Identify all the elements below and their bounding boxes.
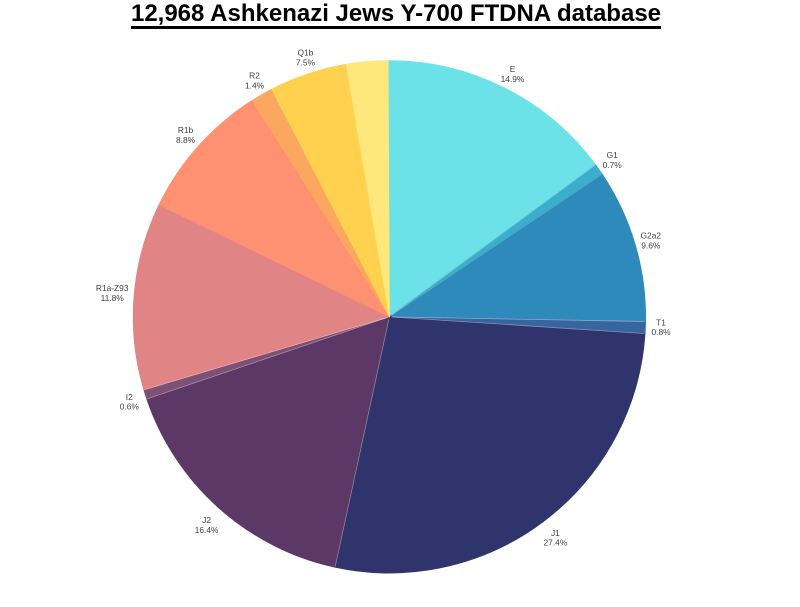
svg-text:R1b: R1b [178, 125, 194, 135]
svg-text:Q1b: Q1b [297, 48, 313, 58]
svg-text:0.8%: 0.8% [651, 327, 671, 337]
svg-text:7.5%: 7.5% [296, 58, 316, 68]
svg-text:T1: T1 [656, 317, 666, 327]
svg-text:E: E [510, 64, 516, 74]
svg-text:14.9%: 14.9% [501, 74, 525, 84]
svg-text:16.4%: 16.4% [195, 525, 219, 535]
svg-text:R1a-Z93: R1a-Z93 [96, 283, 129, 293]
svg-text:G2a2: G2a2 [641, 230, 662, 240]
svg-text:0.6%: 0.6% [120, 401, 140, 411]
svg-text:8.8%: 8.8% [176, 135, 196, 145]
svg-text:11.8%: 11.8% [101, 293, 125, 303]
svg-text:R2: R2 [249, 71, 260, 81]
svg-text:9.6%: 9.6% [641, 241, 661, 251]
svg-text:27.4%: 27.4% [544, 538, 568, 548]
svg-text:1.4%: 1.4% [245, 80, 265, 90]
svg-text:J2: J2 [202, 515, 211, 525]
svg-text:J1: J1 [551, 528, 560, 538]
svg-text:I2: I2 [126, 392, 133, 402]
svg-text:G1: G1 [607, 150, 619, 160]
svg-text:0.7%: 0.7% [603, 160, 623, 170]
